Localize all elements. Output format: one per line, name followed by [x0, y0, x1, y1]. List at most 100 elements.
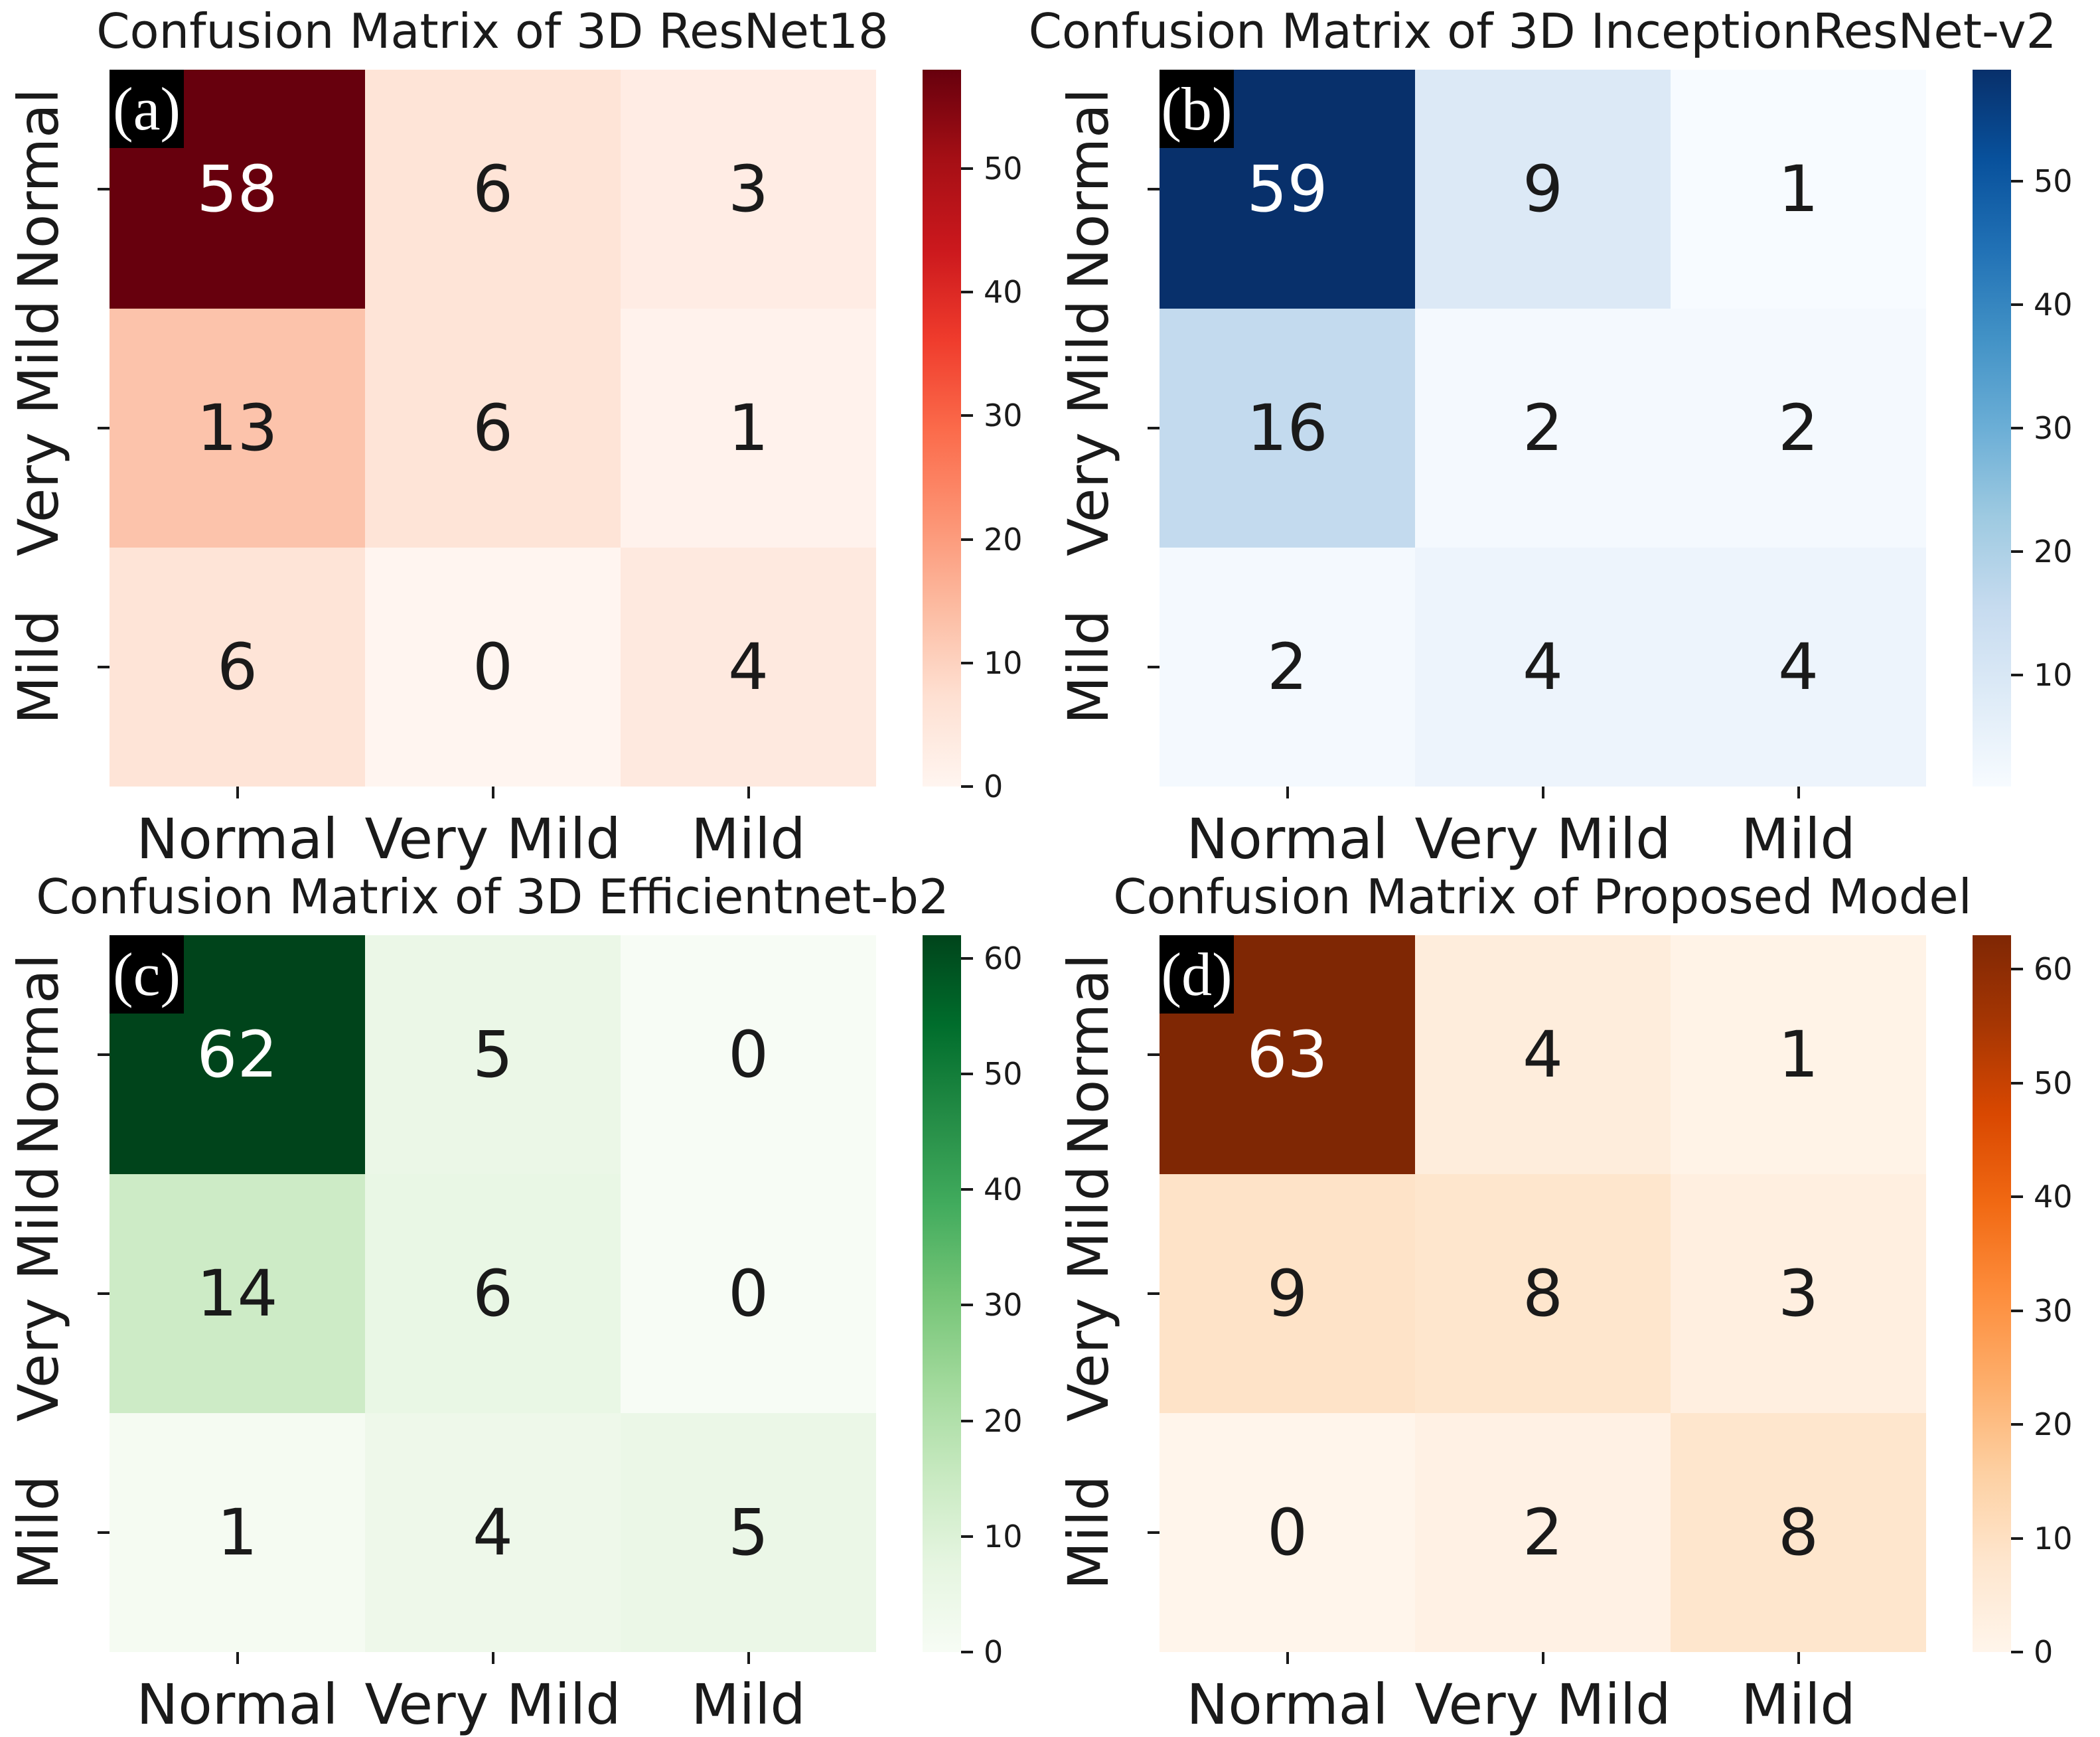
colorbar-tick-label-60: 60	[2034, 951, 2073, 988]
cell-value: 63	[1246, 1018, 1328, 1092]
colorbar-tick-mark	[2011, 1537, 2023, 1540]
colorbar-tick-label-40: 40	[984, 1171, 1023, 1208]
colorbar-tick-mark	[2011, 1195, 2023, 1199]
cell-value: 4	[727, 630, 769, 704]
cell-value: 1	[216, 1495, 258, 1570]
heatmap-cell-mild-very-mild: 4	[365, 1413, 621, 1652]
heatmap-cell-mild-mild: 4	[1671, 548, 1926, 787]
colorbar-tick-label-0: 0	[2034, 1634, 2054, 1670]
cell-value: 5	[727, 1495, 769, 1570]
x-tick-label-mild: Mild	[1741, 806, 1856, 871]
x-tick-label-normal: Normal	[136, 806, 338, 871]
heatmap-cell-very-mild-very-mild: 6	[365, 1174, 621, 1413]
colorbar-tick-label-50: 50	[2034, 1065, 2073, 1101]
heatmap-cell-very-mild-very-mild: 6	[365, 309, 621, 548]
cell-value: 16	[1246, 391, 1328, 465]
heatmap-cell-mild-normal: 6	[110, 548, 365, 787]
x-tick-label-mild: Mild	[691, 1672, 806, 1737]
colorbar-tick-mark	[961, 1188, 973, 1191]
cell-value: 2	[1522, 391, 1564, 465]
panel-c-letter: (c)	[112, 941, 181, 1008]
colorbar-tick-mark	[961, 1419, 973, 1422]
x-tick-mark	[236, 1652, 239, 1664]
cell-value: 4	[1777, 630, 1819, 704]
y-tick-label-very-mild: Very Mild	[6, 1165, 71, 1422]
panel-b-inceptionresnet-v2: Confusion Matrix of 3D InceptionResNet-v…	[1029, 0, 2100, 871]
x-tick-mark	[1541, 787, 1544, 798]
panel-c-title: Confusion Matrix of 3D Efficientnet-b2	[36, 869, 949, 925]
colorbar-tick-mark	[961, 956, 973, 960]
cell-value: 2	[1777, 391, 1819, 465]
colorbar-tick-label-10: 10	[2034, 1520, 2073, 1556]
x-tick-label-normal: Normal	[1186, 806, 1388, 871]
cell-value: 3	[727, 152, 769, 226]
heatmap-cell-normal-mild: 1	[1671, 70, 1926, 309]
colorbar-tick-mark	[2011, 1309, 2023, 1312]
panel-d-letter-badge: (d)	[1160, 935, 1234, 1014]
colorbar-tick-label-40: 40	[984, 274, 1023, 311]
colorbar-gradient	[923, 935, 961, 1652]
panel-d-heatmap-grid: 63 4 1 9 8 3 0 2 8	[1160, 935, 1926, 1652]
heatmap-cell-very-mild-normal: 9	[1160, 1174, 1415, 1413]
cell-value: 0	[727, 1018, 769, 1092]
heatmap-cell-normal-very-mild: 6	[365, 70, 621, 309]
x-tick-mark	[747, 1652, 750, 1664]
x-tick-mark	[236, 787, 239, 798]
y-tick-label-mild: Mild	[1056, 609, 1121, 725]
y-tick-label-very-mild: Very Mild	[6, 299, 71, 557]
heatmap-cell-normal-very-mild: 4	[1415, 935, 1671, 1174]
panel-c-letter-badge: (c)	[110, 935, 184, 1014]
cell-value: 4	[472, 1495, 514, 1570]
y-tick-mark	[98, 427, 110, 429]
colorbar-tick-mark	[2011, 1423, 2023, 1426]
colorbar-tick-mark	[961, 291, 973, 294]
y-tick-mark	[1148, 1292, 1160, 1295]
panel-a-resnet18: Confusion Matrix of 3D ResNet18 58 6 3 13 6 1…	[0, 0, 1050, 871]
cell-value: 0	[1266, 1495, 1308, 1570]
colorbar-tick-label-30: 30	[2034, 410, 2073, 446]
colorbar-gradient	[923, 70, 961, 787]
y-tick-label-mild: Mild	[6, 1475, 71, 1590]
y-tick-label-normal: Normal	[1056, 88, 1121, 290]
cell-value: 0	[472, 630, 514, 704]
cell-value: 4	[1522, 1018, 1564, 1092]
panel-d-letter: (d)	[1161, 941, 1233, 1008]
y-tick-label-very-mild: Very Mild	[1056, 1165, 1121, 1422]
x-tick-mark	[747, 787, 750, 798]
colorbar-tick-label-0: 0	[984, 769, 1004, 804]
x-tick-mark	[491, 787, 494, 798]
heatmap-cell-normal-mild: 1	[1671, 935, 1926, 1174]
cell-value: 2	[1266, 630, 1308, 704]
heatmap-cell-normal-mild: 0	[621, 935, 876, 1174]
cell-value: 58	[196, 152, 278, 226]
y-tick-label-mild: Mild	[1056, 1475, 1121, 1590]
x-tick-mark	[1797, 1652, 1800, 1664]
cell-value: 6	[472, 152, 514, 226]
panel-b-heatmap-grid: 59 9 1 16 2 2 2 4 4	[1160, 70, 1926, 787]
y-tick-label-normal: Normal	[1056, 954, 1121, 1156]
cell-value: 9	[1522, 152, 1564, 226]
colorbar-tick-label-40: 40	[2034, 1179, 2073, 1215]
panel-b-title: Confusion Matrix of 3D InceptionResNet-v…	[1028, 3, 2057, 59]
heatmap-cell-very-mild-normal: 16	[1160, 309, 1415, 548]
x-tick-mark	[1286, 787, 1289, 798]
cell-value: 6	[216, 630, 258, 704]
colorbar-tick-mark	[2011, 303, 2023, 306]
colorbar-tick-mark	[2011, 1081, 2023, 1085]
y-tick-label-normal: Normal	[6, 954, 71, 1156]
heatmap-cell-mild-very-mild: 4	[1415, 548, 1671, 787]
heatmap-cell-very-mild-mild: 1	[621, 309, 876, 548]
colorbar-gradient	[1973, 70, 2011, 787]
colorbar-tick-label-30: 30	[2034, 1292, 2073, 1329]
panel-a-letter: (a)	[112, 75, 181, 143]
cell-value: 13	[196, 391, 278, 465]
colorbar-tick-mark	[2011, 550, 2023, 554]
x-tick-mark	[1541, 1652, 1544, 1664]
x-tick-mark	[1286, 1652, 1289, 1664]
panel-c-efficientnet-b2: Confusion Matrix of 3D Efficientnet-b2 6…	[0, 866, 1050, 1737]
x-tick-label-normal: Normal	[136, 1672, 338, 1737]
heatmap-cell-very-mild-very-mild: 2	[1415, 309, 1671, 548]
cell-value: 8	[1522, 1256, 1564, 1331]
heatmap-cell-mild-normal: 0	[1160, 1413, 1415, 1652]
colorbar-tick-label-50: 50	[984, 1056, 1023, 1093]
